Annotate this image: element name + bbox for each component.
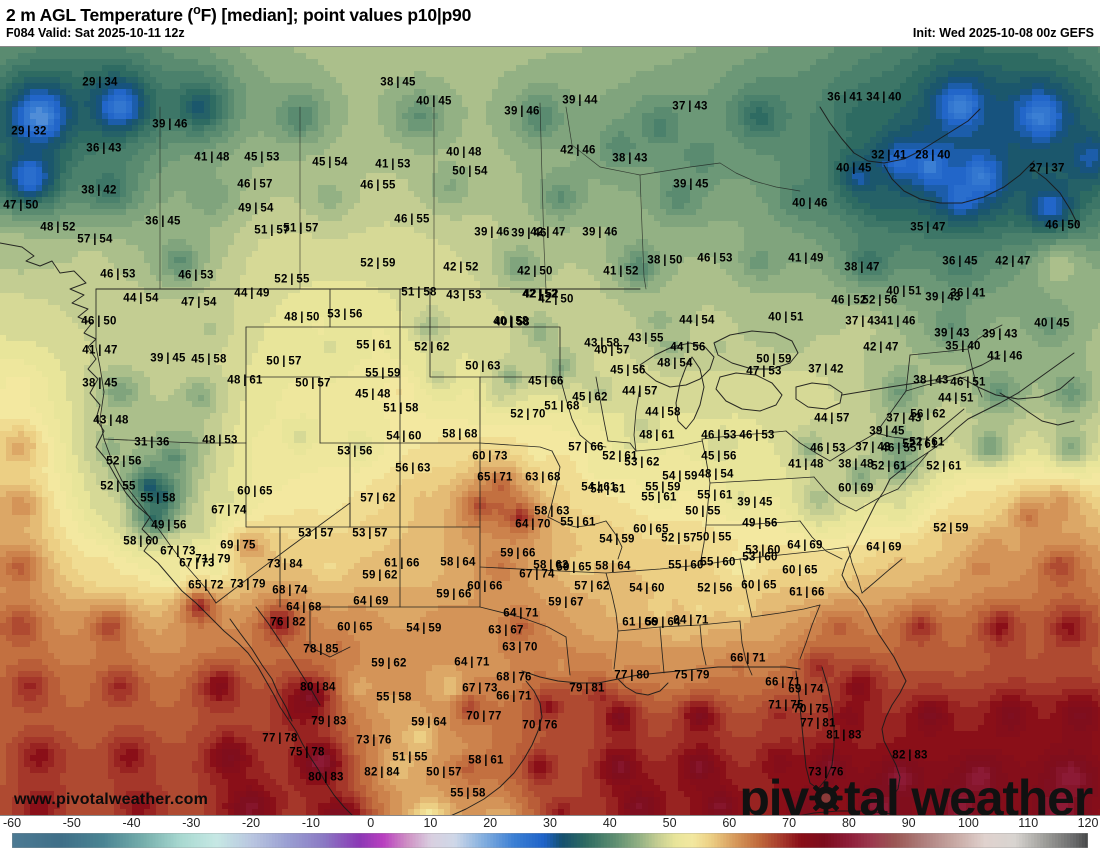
colorbar: -60 -50 -40 -30 -20 -10 0 10 20 30 40 50 60 70 80 90 100…: [0, 816, 1100, 850]
logo-text-part1: piv: [739, 773, 808, 816]
degree-symbol: o: [193, 3, 201, 17]
colorbar-tick: -40: [123, 816, 141, 830]
colorbar-tick-labels: -60 -50 -40 -30 -20 -10 0 10 20 30 40 50 60 70 80 90 100…: [0, 816, 1100, 832]
gear-icon: [809, 781, 843, 815]
page-title: 2 m AGL Temperature (oF) [median]; point…: [6, 3, 471, 26]
colorbar-tick: -30: [182, 816, 200, 830]
temperature-contour-field: [0, 47, 1100, 815]
weather-map-page: 2 m AGL Temperature (oF) [median]; point…: [0, 0, 1100, 850]
map-header: 2 m AGL Temperature (oF) [median]; point…: [0, 0, 1100, 46]
title-text-post: F) [median]; point values p10|p90: [201, 5, 472, 25]
colorbar-tick: 0: [367, 816, 374, 830]
pivotal-weather-logo: piv tal weather: [739, 773, 1092, 816]
colorbar-gradient: [12, 833, 1088, 848]
colorbar-tick: 100: [958, 816, 979, 830]
title-text-pre: 2 m AGL Temperature (: [6, 5, 193, 25]
colorbar-tick: 90: [902, 816, 916, 830]
colorbar-tick: 70: [782, 816, 796, 830]
colorbar-tick: -10: [302, 816, 320, 830]
colorbar-tick: -50: [63, 816, 81, 830]
colorbar-tick: 20: [483, 816, 497, 830]
temperature-map[interactable]: 29 | 34 29 | 32 36 | 43 39 | 46 38 | 42 41 | …: [0, 46, 1100, 816]
init-time-label: Init: Wed 2025-10-08 00z GEFS: [913, 26, 1094, 40]
colorbar-tick: 120: [1078, 816, 1099, 830]
colorbar-tick: 40: [603, 816, 617, 830]
colorbar-tick: -20: [242, 816, 260, 830]
colorbar-tick: 110: [1018, 816, 1038, 830]
colorbar-tick: 10: [423, 816, 437, 830]
colorbar-tick: 60: [722, 816, 736, 830]
logo-text-part2: tal weather: [844, 773, 1092, 816]
colorbar-tick: 50: [663, 816, 677, 830]
site-url-watermark: www.pivotalweather.com: [14, 791, 208, 809]
valid-time-label: F084 Valid: Sat 2025-10-11 12z: [6, 26, 185, 40]
colorbar-tick: -60: [3, 816, 21, 830]
colorbar-tick: 30: [543, 816, 557, 830]
colorbar-tick: 80: [842, 816, 856, 830]
